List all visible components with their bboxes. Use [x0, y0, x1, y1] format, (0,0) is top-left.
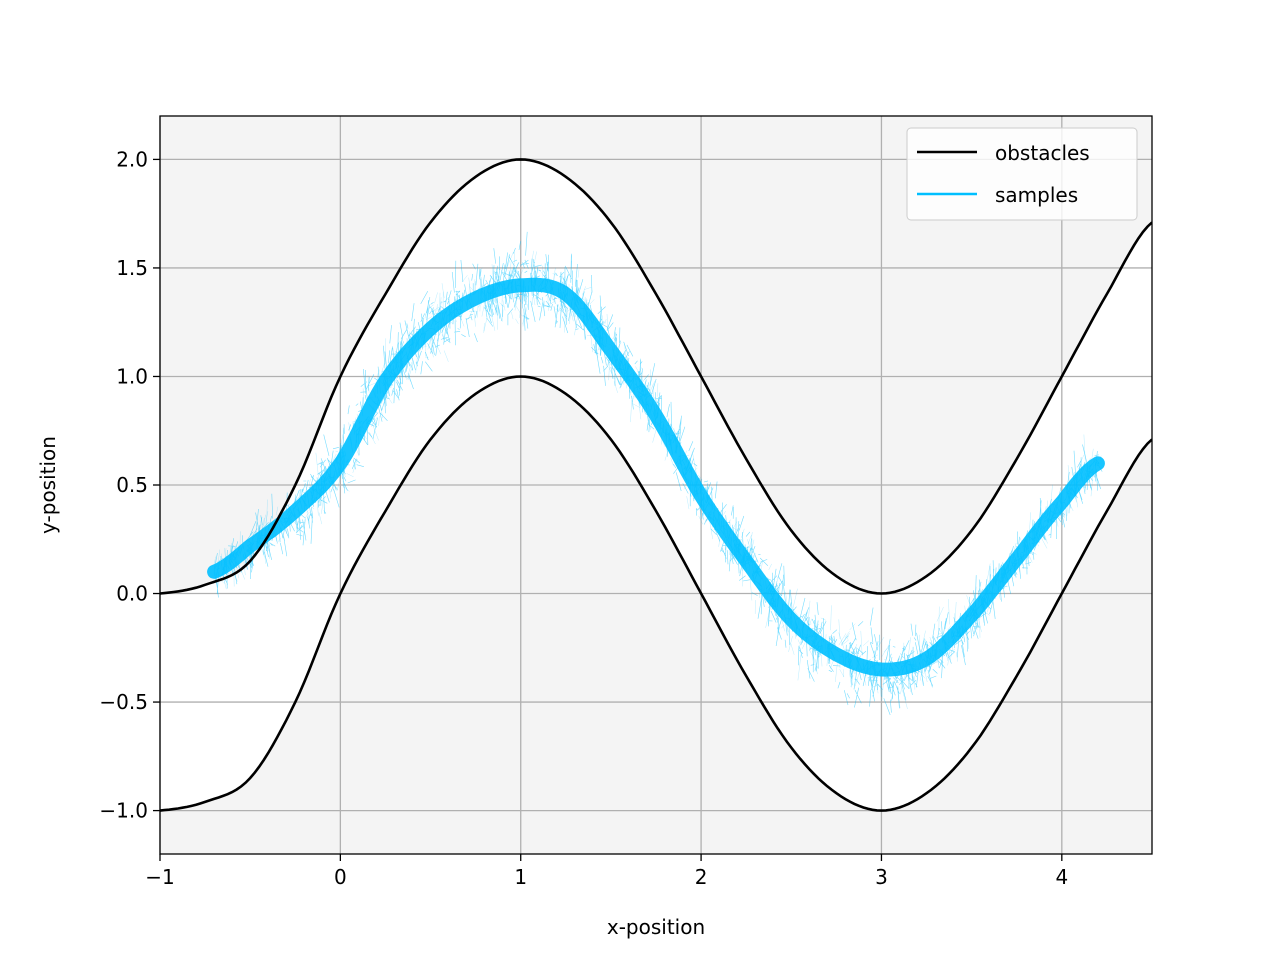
axis-ticks	[153, 158, 1063, 861]
y-tick-label: 0.5	[116, 473, 148, 497]
legend-obstacles-label: obstacles	[995, 141, 1090, 165]
y-tick-label: −0.5	[99, 690, 148, 714]
y-tick-label: 1.0	[116, 364, 148, 388]
y-tick-label: 2.0	[116, 147, 148, 171]
x-tick-label: 1	[514, 865, 527, 889]
samples-mean-band	[207, 277, 1105, 677]
obstacle-lower-curve	[160, 375, 1152, 812]
x-tick-label: 3	[875, 865, 888, 889]
x-axis-label: x-position	[607, 915, 705, 939]
y-axis-label: y-position	[36, 436, 60, 534]
legend: obstacles samples	[906, 127, 1138, 221]
axis-tick-labels: −1 0 1 2 3 4 −1.0 −0.5 0.0 0.5 1.0 1.5 2.0	[99, 147, 1068, 889]
y-tick-label: 1.5	[116, 256, 148, 280]
legend-samples-label: samples	[995, 183, 1078, 207]
y-tick-label: 0.0	[116, 582, 148, 606]
y-tick-label: −1.0	[99, 799, 148, 823]
x-tick-label: 0	[334, 865, 347, 889]
obstacles-layer	[160, 158, 1152, 812]
x-tick-label: 2	[695, 865, 708, 889]
x-tick-label: 4	[1055, 865, 1068, 889]
samples-layer	[207, 231, 1105, 716]
x-tick-label: −1	[145, 865, 174, 889]
obstacle-upper-curve	[160, 158, 1152, 595]
